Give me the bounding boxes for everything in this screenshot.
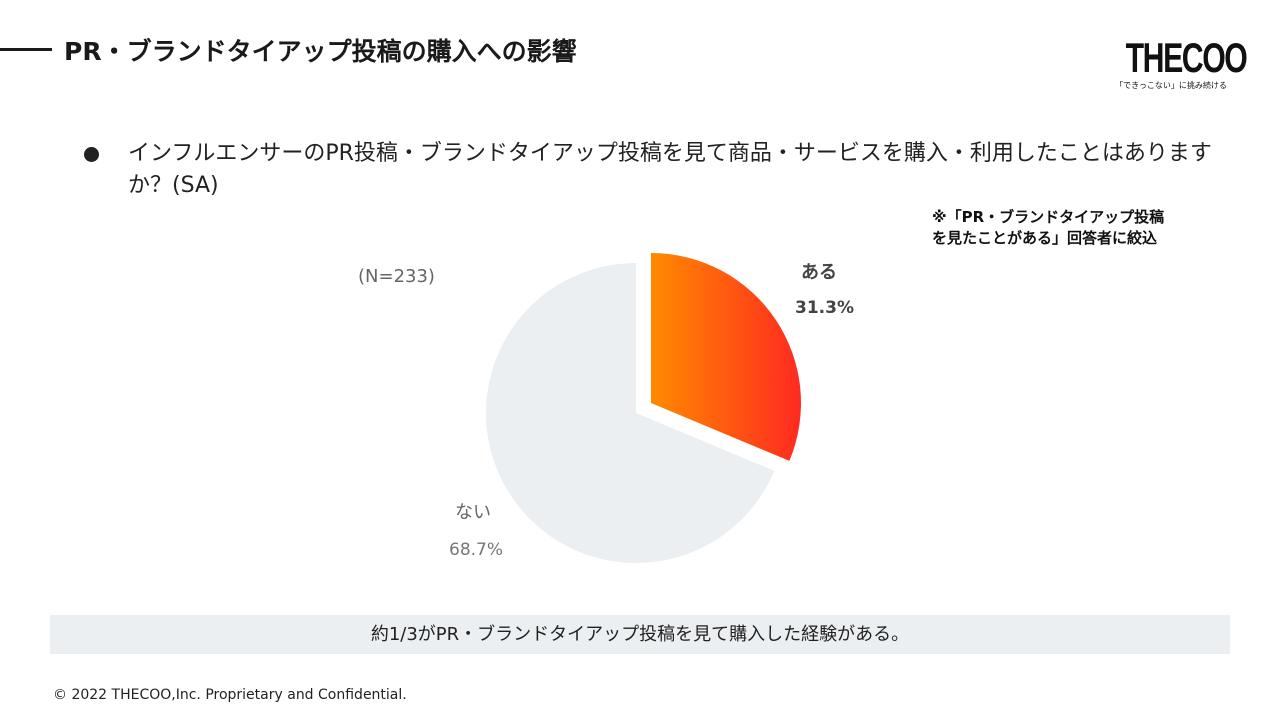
bullet-icon	[84, 147, 99, 162]
filter-note-line-1: ※「PR・ブランドタイアップ投稿	[932, 208, 1165, 226]
logo-tagline: 「できっこない」に挑み続ける	[1115, 81, 1227, 90]
slice-label-nai: ない	[455, 502, 491, 523]
title-rule	[0, 48, 52, 51]
filter-note: ※「PR・ブランドタイアップ投稿 を見たことがある」回答者に絞込	[932, 207, 1232, 249]
page-title: PR・ブランドタイアップ投稿の購入への影響	[64, 37, 577, 66]
slice-value-ari: 31.3%	[795, 298, 854, 318]
slice-value-nai: 68.7%	[449, 540, 504, 560]
pie-slice-nai	[486, 263, 775, 563]
footer-copyright: © 2022 THECOO,Inc. Proprietary and Confi…	[53, 687, 407, 703]
slice-label-ari: ある	[801, 262, 837, 283]
sample-size: (N=233)	[358, 266, 435, 287]
filter-note-line-2: を見たことがある」回答者に絞込	[932, 229, 1158, 247]
survey-question: インフルエンサーのPR投稿・ブランドタイアップ投稿を見て商品・サービスを購入・利…	[128, 141, 1212, 198]
thecoo-logo: THECOO 「できっこない」に挑み続ける	[1108, 36, 1248, 96]
conclusion-banner: 約1/3がPR・ブランドタイアップ投稿を見て購入した経験がある。	[50, 615, 1230, 654]
pie-slice-ari	[650, 253, 801, 461]
